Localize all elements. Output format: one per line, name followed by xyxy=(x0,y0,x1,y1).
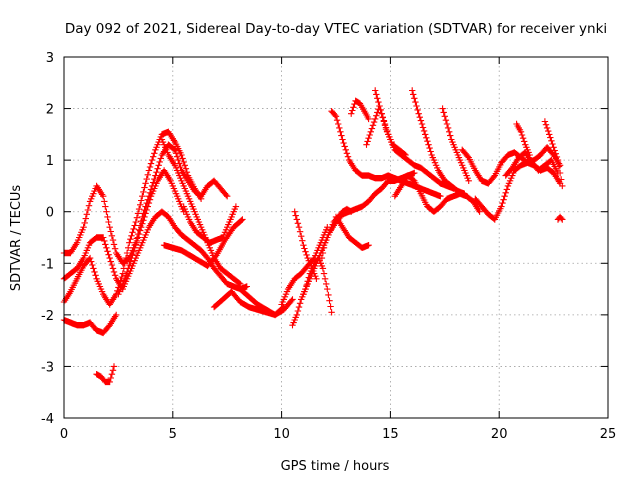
data-point-markers xyxy=(237,285,296,319)
data-point-markers xyxy=(278,224,331,308)
series-arc-4 xyxy=(60,208,250,293)
y-tick-label: -4 xyxy=(41,412,54,427)
data-point-markers xyxy=(180,203,240,246)
series-arc-7 xyxy=(160,216,246,270)
y-tick-label: 3 xyxy=(46,51,54,66)
data-point-markers xyxy=(372,87,457,192)
series-arc-21 xyxy=(372,87,457,192)
data-point-markers xyxy=(513,120,533,159)
y-tick-label: -2 xyxy=(41,309,54,324)
series-arc-24 xyxy=(391,172,483,215)
data-point-markers xyxy=(554,213,566,223)
y-tick-label: 0 xyxy=(46,206,54,221)
data-point-markers xyxy=(115,167,187,298)
series-arc-28 xyxy=(513,120,533,159)
series-arc-5 xyxy=(60,128,205,308)
series-arc-26 xyxy=(472,159,564,223)
x-tick-label: 20 xyxy=(491,427,508,442)
y-tick-label: 1 xyxy=(46,154,54,169)
y-axis-label: SDTVAR / TECUs xyxy=(9,185,24,292)
y-tick-label: -3 xyxy=(41,360,54,375)
plot-frame xyxy=(63,56,609,419)
x-axis-label: GPS time / hours xyxy=(281,459,390,474)
series-arc-9 xyxy=(180,203,240,246)
y-tick-label: -1 xyxy=(41,257,54,272)
data-point-markers xyxy=(93,363,118,386)
x-tick-label: 10 xyxy=(273,427,290,442)
data-point-markers xyxy=(160,216,246,270)
series-arc-11 xyxy=(237,285,296,319)
series-arc-1 xyxy=(60,311,120,337)
data-point-markers xyxy=(439,105,472,184)
data-point-markers xyxy=(60,208,250,293)
data-point-markers xyxy=(332,213,372,251)
x-tick-label: 0 xyxy=(60,427,68,442)
y-tick-label: 2 xyxy=(46,103,54,118)
data-point-markers xyxy=(472,159,564,223)
grid-lines xyxy=(64,57,608,418)
x-tick-label: 25 xyxy=(600,427,617,442)
series-arc-29 xyxy=(541,118,566,190)
data-point-markers xyxy=(60,311,120,337)
data-point-markers xyxy=(348,97,372,123)
data-point-markers xyxy=(60,128,205,308)
series-arc-2 xyxy=(93,363,118,386)
series-arc-23 xyxy=(439,105,472,184)
series-arc-17 xyxy=(332,213,372,251)
data-point-markers xyxy=(502,149,562,179)
data-point-markers xyxy=(391,172,483,215)
series-arc-27 xyxy=(502,149,562,179)
series-arc-6 xyxy=(115,167,187,298)
chart-title: Day 092 of 2021, Sidereal Day-to-day VTE… xyxy=(65,21,607,37)
x-tick-label: 5 xyxy=(169,427,177,442)
series-arc-30 xyxy=(554,213,566,223)
x-tick-label: 15 xyxy=(382,427,399,442)
data-points xyxy=(60,87,566,386)
series-arc-12 xyxy=(278,224,331,308)
data-point-markers xyxy=(541,118,566,190)
axis-ticks: 0 5 10 15 20 25 -4 -3 -2 -1 0 1 2 3 xyxy=(41,51,616,442)
series-arc-19 xyxy=(348,97,372,123)
